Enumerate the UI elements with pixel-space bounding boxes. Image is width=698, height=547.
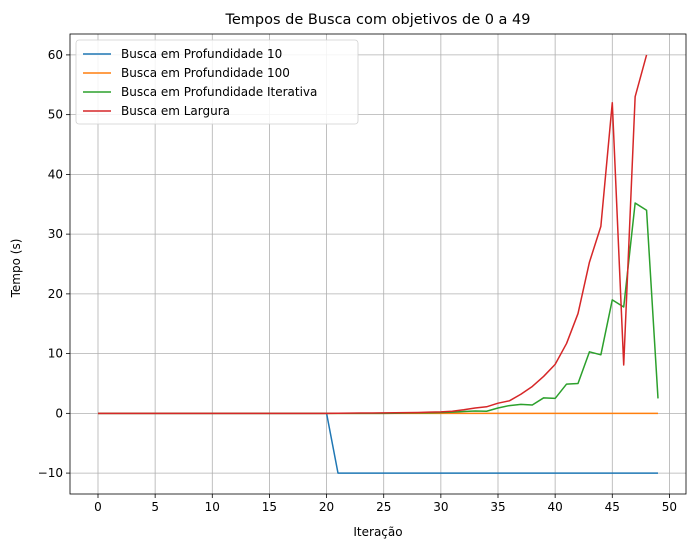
series-layer (98, 54, 659, 474)
y-tick-label: −10 (38, 466, 63, 480)
y-tick-label: 50 (48, 108, 63, 122)
legend-entry-label: Busca em Profundidade Iterativa (121, 85, 317, 99)
series-line-busca-em-largura (98, 54, 648, 415)
y-tick-label: 0 (55, 406, 63, 420)
plot-frame (69, 33, 687, 495)
x-tick-label: 20 (319, 500, 334, 514)
x-tick-label: 10 (205, 500, 220, 514)
y-tick-label: 10 (48, 347, 63, 361)
x-tick-label: 50 (662, 500, 677, 514)
chart-title: Tempos de Busca com objetivos de 0 a 49 (224, 12, 530, 28)
x-tick-label: 45 (605, 500, 620, 514)
y-tick-label: 20 (48, 287, 63, 301)
x-tick-label: 40 (548, 500, 563, 514)
y-tick-label: 30 (48, 227, 63, 241)
x-tick-label: 30 (433, 500, 448, 514)
y-axis: −10 0 10 20 30 40 50 60 (38, 48, 70, 480)
x-axis-label: Iteração (353, 525, 402, 539)
x-tick-label: 25 (376, 500, 391, 514)
legend-box (75, 39, 359, 125)
x-tick-label: 15 (262, 500, 277, 514)
x-tick-label: 35 (490, 500, 505, 514)
legend-entry-label: Busca em Profundidade 10 (121, 47, 282, 61)
legend: Busca em Profundidade 10 Busca em Profund… (75, 39, 359, 125)
y-tick-label: 40 (48, 167, 63, 181)
y-axis-label: Tempo (s) (9, 239, 23, 299)
x-tick-label: 5 (151, 500, 159, 514)
y-tick-label: 60 (48, 48, 63, 62)
x-tick-label: 0 (94, 500, 102, 514)
x-axis: 0 5 10 15 20 25 30 35 40 45 50 (94, 494, 677, 514)
legend-entry-label: Busca em Profundidade 100 (121, 66, 290, 80)
legend-entry-label: Busca em Largura (121, 104, 230, 118)
